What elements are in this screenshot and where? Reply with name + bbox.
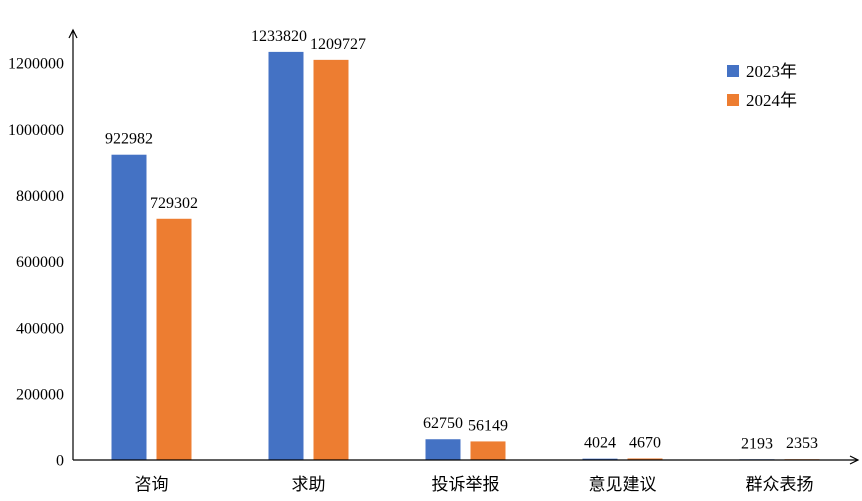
legend-label: 2024年 xyxy=(746,91,797,110)
legend-label: 2023年 xyxy=(746,62,797,81)
y-axis-arrow xyxy=(68,28,78,39)
bar-value-label: 1209727 xyxy=(310,36,366,53)
bar-value-label: 922982 xyxy=(105,131,153,148)
bar-value-label: 1233820 xyxy=(251,28,307,45)
x-category-label: 群众表扬 xyxy=(746,475,814,494)
bar-series-1 xyxy=(111,154,147,461)
bar-value-label: 729302 xyxy=(150,195,198,212)
x-category-label: 咨询 xyxy=(135,475,169,494)
x-category-label: 意见建议 xyxy=(589,475,657,494)
y-tick-label: 800000 xyxy=(16,188,64,205)
bar-series-2 xyxy=(156,218,192,460)
x-axis-category-labels: 咨询 求助 投诉举报 意见建议 群众表扬 xyxy=(135,475,814,494)
bars xyxy=(111,51,820,461)
bar-series-1 xyxy=(582,458,618,460)
bar-series-1 xyxy=(268,51,304,460)
bar-series-1 xyxy=(425,439,461,460)
bar-series-2 xyxy=(313,59,349,461)
legend: 2023年 2024年 xyxy=(727,62,797,110)
bar-value-label: 4670 xyxy=(629,434,661,451)
legend-swatch xyxy=(727,65,739,77)
y-tick-label: 1200000 xyxy=(8,56,64,73)
y-tick-label: 0 xyxy=(56,453,64,470)
bar-value-label: 56149 xyxy=(468,417,508,434)
y-tick-label: 600000 xyxy=(16,254,64,271)
bar-value-label: 4024 xyxy=(584,435,616,452)
y-tick-label: 1000000 xyxy=(8,122,64,139)
bar-series-2 xyxy=(627,458,663,460)
axes xyxy=(68,28,860,465)
y-axis-tick-labels: 0 200000 400000 600000 800000 1000000 1200000 xyxy=(8,56,64,470)
y-tick-label: 200000 xyxy=(16,386,64,403)
x-category-label: 求助 xyxy=(292,475,326,494)
x-axis-arrow xyxy=(849,455,860,465)
y-tick-label: 400000 xyxy=(16,320,64,337)
bar-value-labels: 922982 729302 1233820 1209727 62750 56149 4024… xyxy=(105,28,818,452)
bar-series-2 xyxy=(470,441,506,460)
bar-value-label: 2353 xyxy=(786,435,818,452)
x-category-label: 投诉举报 xyxy=(432,475,500,494)
legend-swatch xyxy=(727,94,739,106)
bar-value-label: 62750 xyxy=(423,415,463,432)
bar-value-label: 2193 xyxy=(741,435,773,452)
